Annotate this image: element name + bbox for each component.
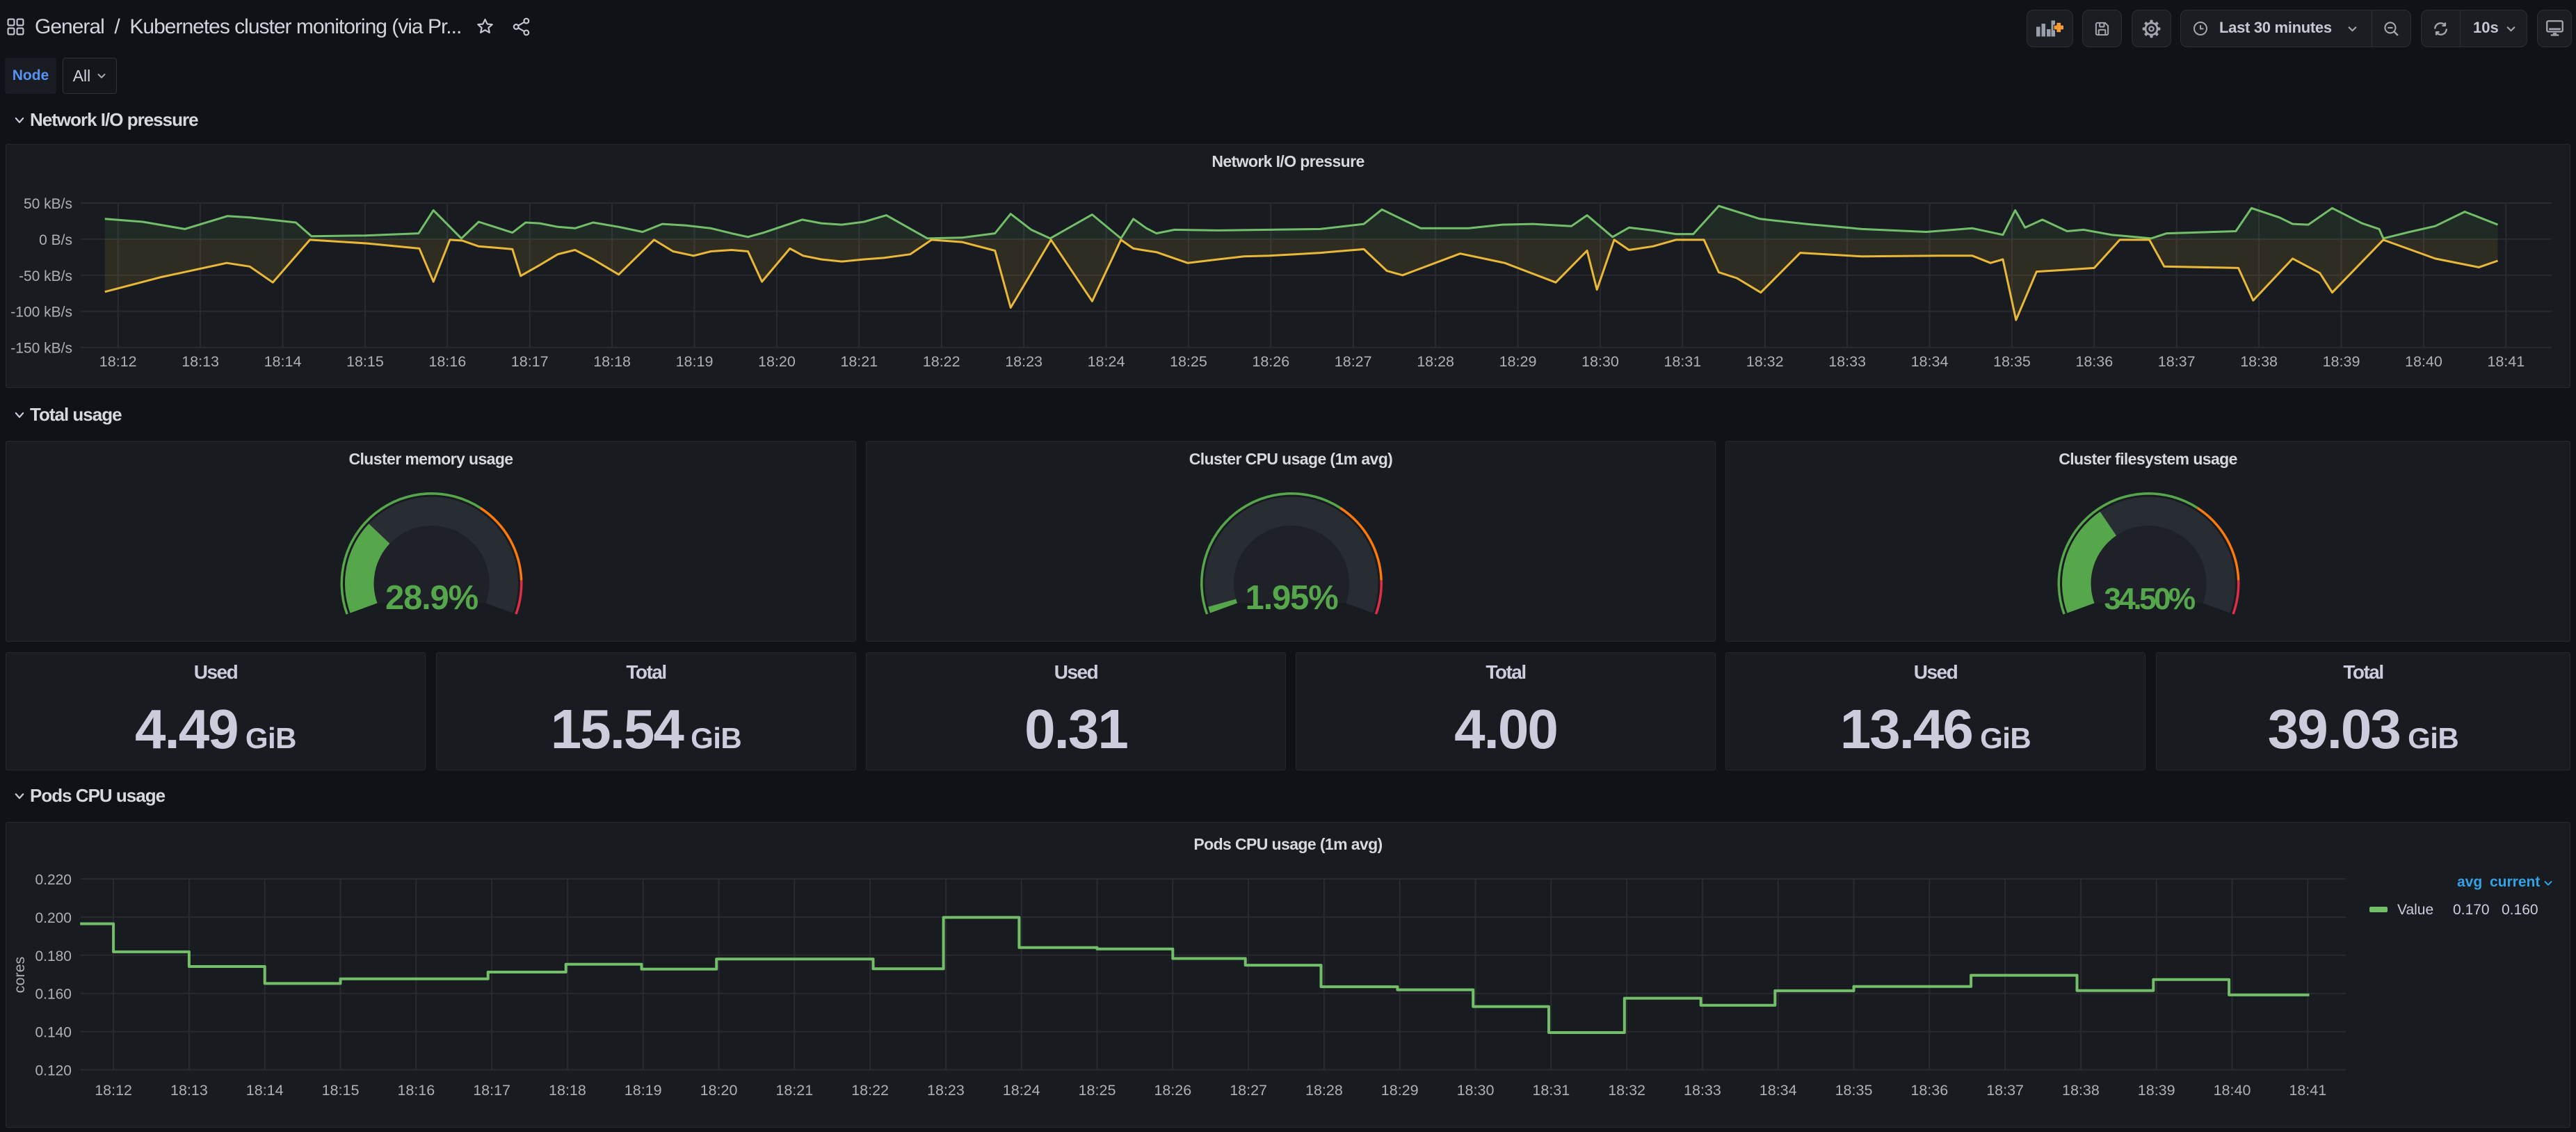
svg-text:18:17: 18:17 <box>511 353 549 370</box>
svg-text:18:19: 18:19 <box>625 1082 662 1099</box>
svg-text:18:32: 18:32 <box>1746 353 1784 370</box>
svg-text:18:18: 18:18 <box>549 1082 586 1099</box>
svg-text:28.9%: 28.9% <box>385 579 478 617</box>
svg-text:-100 kB/s: -100 kB/s <box>10 305 72 321</box>
svg-text:18:22: 18:22 <box>851 1082 889 1099</box>
svg-text:18:21: 18:21 <box>840 353 878 370</box>
svg-text:18:30: 18:30 <box>1581 353 1619 370</box>
svg-text:cores: cores <box>11 957 28 994</box>
svg-text:18:38: 18:38 <box>2062 1082 2100 1099</box>
svg-text:18:28: 18:28 <box>1305 1082 1343 1099</box>
svg-text:18:39: 18:39 <box>2138 1082 2175 1099</box>
svg-text:18:36: 18:36 <box>1910 1082 1948 1099</box>
svg-text:18:32: 18:32 <box>1608 1082 1645 1099</box>
svg-text:18:31: 18:31 <box>1532 1082 1570 1099</box>
svg-text:18:27: 18:27 <box>1230 1082 1267 1099</box>
svg-text:18:41: 18:41 <box>2289 1082 2326 1099</box>
svg-text:18:16: 18:16 <box>397 1082 435 1099</box>
svg-text:18:12: 18:12 <box>95 1082 132 1099</box>
svg-text:18:33: 18:33 <box>1684 1082 1721 1099</box>
svg-text:18:33: 18:33 <box>1828 353 1866 370</box>
svg-text:18:35: 18:35 <box>1993 353 2031 370</box>
svg-text:18:12: 18:12 <box>99 353 137 370</box>
svg-text:18:30: 18:30 <box>1457 1082 1495 1099</box>
svg-text:18:26: 18:26 <box>1252 353 1289 370</box>
svg-text:18:39: 18:39 <box>2323 353 2360 370</box>
svg-text:18:34: 18:34 <box>1760 1082 1797 1099</box>
svg-text:18:17: 18:17 <box>473 1082 510 1099</box>
svg-text:18:25: 18:25 <box>1170 353 1207 370</box>
svg-text:18:14: 18:14 <box>264 353 302 370</box>
svg-text:18:13: 18:13 <box>182 353 219 370</box>
svg-text:18:41: 18:41 <box>2487 353 2525 370</box>
svg-text:18:36: 18:36 <box>2075 353 2113 370</box>
svg-text:18:27: 18:27 <box>1335 353 1372 370</box>
svg-text:18:40: 18:40 <box>2405 353 2442 370</box>
svg-text:18:28: 18:28 <box>1417 353 1454 370</box>
svg-text:-150 kB/s: -150 kB/s <box>10 341 72 357</box>
svg-text:0.120: 0.120 <box>35 1063 72 1079</box>
svg-text:-50 kB/s: -50 kB/s <box>19 268 72 284</box>
svg-text:18:21: 18:21 <box>775 1082 813 1099</box>
svg-text:18:23: 18:23 <box>1005 353 1043 370</box>
svg-text:0 B/s: 0 B/s <box>39 232 72 248</box>
svg-text:18:29: 18:29 <box>1381 1082 1419 1099</box>
svg-text:18:20: 18:20 <box>758 353 796 370</box>
svg-text:18:22: 18:22 <box>923 353 960 370</box>
svg-text:18:13: 18:13 <box>170 1082 208 1099</box>
svg-text:18:24: 18:24 <box>1003 1082 1040 1099</box>
svg-text:18:25: 18:25 <box>1079 1082 1116 1099</box>
svg-text:18:37: 18:37 <box>2158 353 2196 370</box>
svg-text:0.180: 0.180 <box>35 948 72 964</box>
svg-text:0.160: 0.160 <box>35 987 72 1003</box>
svg-text:18:14: 18:14 <box>246 1082 284 1099</box>
svg-text:18:40: 18:40 <box>2214 1082 2251 1099</box>
svg-text:18:29: 18:29 <box>1499 353 1537 370</box>
svg-text:18:16: 18:16 <box>428 353 466 370</box>
svg-text:50 kB/s: 50 kB/s <box>24 196 72 212</box>
svg-text:18:38: 18:38 <box>2240 353 2278 370</box>
svg-text:34.50%: 34.50% <box>2104 582 2195 616</box>
svg-text:18:31: 18:31 <box>1664 353 1701 370</box>
svg-text:18:15: 18:15 <box>346 353 384 370</box>
svg-text:0.220: 0.220 <box>35 872 72 888</box>
svg-text:18:37: 18:37 <box>1986 1082 2024 1099</box>
svg-text:0.140: 0.140 <box>35 1025 72 1041</box>
svg-text:1.95%: 1.95% <box>1246 579 1339 617</box>
svg-text:0.200: 0.200 <box>35 910 72 926</box>
svg-text:18:15: 18:15 <box>322 1082 360 1099</box>
svg-text:18:20: 18:20 <box>700 1082 738 1099</box>
svg-text:18:26: 18:26 <box>1154 1082 1191 1099</box>
svg-text:18:24: 18:24 <box>1088 353 1125 370</box>
svg-text:18:35: 18:35 <box>1835 1082 1873 1099</box>
svg-text:18:23: 18:23 <box>927 1082 965 1099</box>
svg-text:18:19: 18:19 <box>676 353 714 370</box>
svg-text:18:34: 18:34 <box>1911 353 1949 370</box>
svg-text:18:18: 18:18 <box>593 353 631 370</box>
